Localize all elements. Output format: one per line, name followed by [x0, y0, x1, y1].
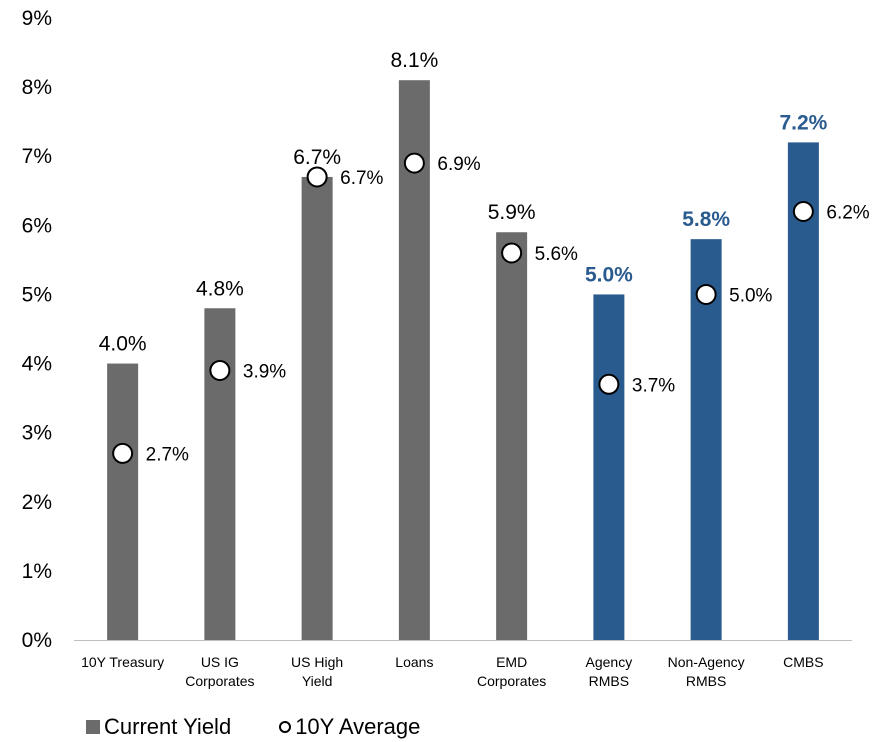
- ten-year-average-point: [598, 373, 620, 395]
- bar-current-yield: [787, 142, 819, 640]
- y-tick-label: 1%: [22, 560, 52, 583]
- ten-year-average-point: [695, 283, 717, 305]
- y-tick-label: 2%: [22, 491, 52, 514]
- bar-current-yield: [301, 176, 333, 640]
- x-category-label: 10Y Treasury: [81, 654, 164, 670]
- ten-year-average-point: [306, 166, 328, 188]
- x-category-label: US High: [291, 654, 343, 670]
- legend-label-current-yield: Current Yield: [104, 714, 232, 739]
- y-tick-label: 4%: [22, 353, 52, 376]
- bar-value-label: 8.1%: [390, 49, 438, 72]
- bar-current-yield: [593, 294, 625, 640]
- x-category-label: Yield: [302, 673, 333, 689]
- legend-item-current-yield: Current Yield: [86, 714, 231, 740]
- ten-year-average-label: 3.9%: [243, 361, 286, 382]
- bar-value-label: 5.9%: [488, 201, 536, 224]
- bar-current-yield: [107, 363, 139, 640]
- bar-value-label: 4.8%: [196, 277, 244, 300]
- x-category-label: EMD: [496, 654, 527, 670]
- ten-year-average-point: [112, 442, 134, 464]
- ten-year-average-label: 3.7%: [632, 375, 675, 396]
- x-category-label: Loans: [395, 654, 433, 670]
- y-tick-label: 8%: [22, 76, 52, 99]
- x-category-label: US IG: [201, 654, 239, 670]
- y-tick-label: 3%: [22, 422, 52, 445]
- y-tick-label: 5%: [22, 283, 52, 306]
- ten-year-average-label: 6.9%: [437, 154, 480, 175]
- x-category-label: RMBS: [589, 673, 629, 689]
- chart-legend: Current Yield 10Y Average: [86, 712, 468, 742]
- x-category-label: Non-Agency: [668, 654, 745, 670]
- bar-value-label: 7.2%: [779, 111, 827, 134]
- bar-value-label: 6.7%: [293, 146, 341, 169]
- ten-year-average-marker: [279, 721, 292, 733]
- y-tick-label: 0%: [22, 629, 52, 652]
- x-category-label: Corporates: [185, 673, 254, 689]
- x-category-label: Agency: [586, 654, 633, 670]
- x-category-label: Corporates: [477, 673, 546, 689]
- legend-label-ten-year-average: 10Y Average: [295, 714, 421, 739]
- x-category-label: CMBS: [783, 654, 823, 670]
- y-tick-label: 9%: [22, 7, 52, 30]
- bar-current-yield: [690, 239, 722, 640]
- bar-value-label: 5.8%: [682, 208, 730, 231]
- legend-item-ten-year-average: 10Y Average: [279, 714, 420, 740]
- ten-year-average-point: [209, 359, 231, 381]
- ten-year-average-label: 6.2%: [826, 203, 869, 224]
- current-yield-swatch: [86, 720, 100, 734]
- bar-value-label: 4.0%: [99, 333, 147, 356]
- ten-year-average-point: [403, 152, 425, 174]
- y-tick-label: 7%: [22, 145, 52, 168]
- bar-value-label: 5.0%: [585, 263, 633, 286]
- ten-year-average-label: 5.0%: [729, 285, 772, 306]
- bar-current-yield: [204, 308, 236, 640]
- ten-year-average-point: [501, 242, 523, 264]
- ten-year-average-label: 2.7%: [146, 444, 189, 465]
- ten-year-average-label: 5.6%: [535, 244, 578, 265]
- ten-year-average-point: [792, 201, 814, 223]
- bar-current-yield: [496, 232, 528, 640]
- y-tick-label: 6%: [22, 214, 52, 237]
- x-category-label: RMBS: [686, 673, 726, 689]
- ten-year-average-label: 6.7%: [340, 168, 383, 189]
